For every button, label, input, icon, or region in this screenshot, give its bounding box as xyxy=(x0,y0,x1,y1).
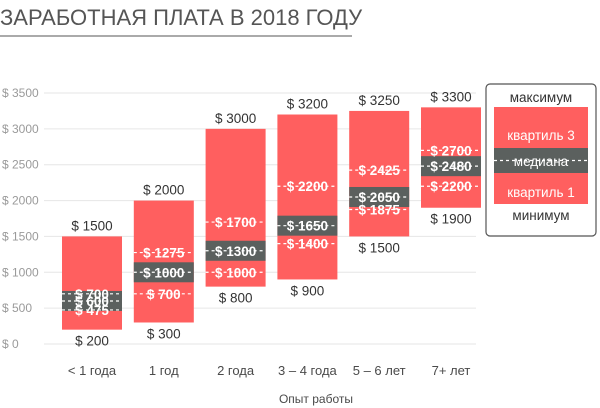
y-tick-label: $ 2000 xyxy=(2,194,39,208)
median-label: $ 2050 xyxy=(359,190,400,205)
legend-q1-label: квартиль 1 xyxy=(507,185,575,200)
box-range xyxy=(62,236,122,330)
q3-label: $ 2700 xyxy=(430,143,471,158)
q1-label: $ 700 xyxy=(147,287,181,302)
y-tick-label: $ 2500 xyxy=(2,158,39,172)
x-category-label: 1 год xyxy=(149,363,179,378)
q3-label: $ 2200 xyxy=(287,179,328,194)
median-label: $ 1650 xyxy=(287,219,328,234)
y-tick-label: $ 3500 xyxy=(2,86,39,100)
value-labels: $ 1500$ 200$ 700$ 600$ 475$ 2000$ 300$ 1… xyxy=(71,89,471,348)
y-tick-label: $ 0 xyxy=(2,337,19,351)
min-label: $ 800 xyxy=(219,291,253,306)
x-category-label: 5 – 6 лет xyxy=(353,363,406,378)
box-range xyxy=(133,200,194,323)
q3-label: $ 700 xyxy=(75,287,109,302)
y-tick-label: $ 3000 xyxy=(2,122,39,136)
max-label: $ 3250 xyxy=(359,93,400,108)
x-category-label: 2 года xyxy=(217,363,255,378)
chart-title: ЗАРАБОТНАЯ ПЛАТА В 2018 ГОДУ xyxy=(0,5,363,30)
q1-label: $ 1400 xyxy=(287,237,328,252)
max-label: $ 3000 xyxy=(215,111,256,126)
legend-min-label: минимум xyxy=(512,208,569,223)
legend-median-label: медиана xyxy=(514,154,569,169)
x-category-label: 3 – 4 года xyxy=(278,363,338,378)
q1-label: $ 1875 xyxy=(359,203,401,218)
legend-q3-label: квартиль 3 xyxy=(507,128,575,143)
q3-label: $ 2425 xyxy=(359,163,401,178)
x-category-label: 7+ лет xyxy=(432,363,471,378)
y-tick-label: $ 1000 xyxy=(2,265,39,279)
y-axis-ticks: $ 0 $ 500 $ 1000 $ 1500 $ 2000 $ 2500 $ 3000 $ … xyxy=(2,86,39,351)
q1-label: $ 2200 xyxy=(430,179,471,194)
x-axis-categories: < 1 года 1 год 2 года 3 – 4 года 5 – 6 лет 7+… xyxy=(68,363,471,378)
median-label: $ 1300 xyxy=(215,244,256,259)
legend: максимум квартиль 3 медиана квартиль 1 миним… xyxy=(485,83,597,237)
median-label: $ 600 xyxy=(75,294,109,309)
max-label: $ 1500 xyxy=(71,218,112,233)
x-category-label: < 1 года xyxy=(68,363,117,378)
box-range xyxy=(349,110,410,237)
min-label: $ 1900 xyxy=(430,212,471,227)
q3-label: $ 1700 xyxy=(215,215,256,230)
box-range xyxy=(277,114,338,280)
boxes xyxy=(62,107,481,330)
min-label: $ 300 xyxy=(147,326,181,341)
x-axis-label: Опыт работы xyxy=(279,392,353,406)
max-label: $ 3200 xyxy=(287,97,328,112)
q1-label: $ 475 xyxy=(75,303,109,318)
min-label: $ 900 xyxy=(291,283,325,298)
legend-max-label: максимум xyxy=(510,90,572,105)
y-tick-label: $ 1500 xyxy=(2,229,39,243)
q1-label: $ 1000 xyxy=(215,265,256,280)
median-label: $ 2480 xyxy=(430,159,471,174)
min-label: $ 200 xyxy=(75,334,109,349)
y-tick-label: $ 500 xyxy=(2,301,32,315)
q3-label: $ 1275 xyxy=(143,246,185,261)
box-range xyxy=(205,128,266,287)
min-label: $ 1500 xyxy=(359,240,400,255)
median-label: $ 1000 xyxy=(143,265,184,280)
max-label: $ 3300 xyxy=(430,89,471,104)
max-label: $ 2000 xyxy=(143,183,184,198)
